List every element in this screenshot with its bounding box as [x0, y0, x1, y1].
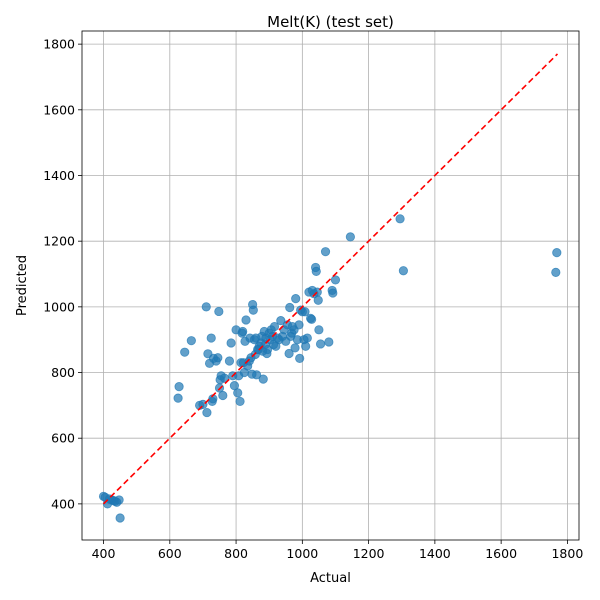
data-point	[262, 344, 273, 355]
grid-lines	[82, 31, 579, 540]
data-point	[252, 370, 262, 380]
data-point	[114, 495, 124, 505]
data-point	[294, 320, 304, 330]
x-tick-label: 600	[158, 546, 182, 561]
data-point	[395, 214, 405, 224]
reference-line	[102, 53, 559, 505]
data-point	[238, 326, 248, 337]
y-tick-label: 1000	[43, 299, 75, 314]
data-point	[345, 232, 355, 242]
data-point	[206, 333, 216, 343]
data-point	[290, 343, 300, 353]
x-tick-label: 400	[92, 546, 116, 561]
data-point	[269, 321, 280, 332]
data-point	[314, 325, 324, 335]
data-point	[213, 353, 223, 363]
identity-line	[102, 53, 559, 505]
y-tick-label: 1200	[43, 234, 75, 249]
data-point	[248, 305, 258, 315]
data-point	[218, 390, 228, 401]
data-point	[328, 288, 338, 298]
axis-ticks: 400 600 800 1000 1200 1400 1600 1800 400 600 800 10…	[43, 37, 583, 561]
data-point	[313, 295, 323, 305]
x-tick-label: 1200	[353, 546, 385, 561]
data-point	[552, 248, 562, 258]
data-point	[180, 347, 190, 357]
x-axis-label: Actual	[310, 571, 351, 586]
data-point	[398, 266, 408, 276]
data-point	[330, 275, 341, 285]
y-tick-label: 600	[51, 431, 75, 446]
data-point	[235, 396, 245, 407]
y-axis-label: Predicted	[15, 255, 30, 316]
data-point	[226, 338, 236, 348]
data-point	[241, 315, 251, 325]
y-tick-label: 1400	[43, 168, 75, 183]
data-point	[258, 374, 268, 384]
data-point	[202, 407, 212, 418]
data-point	[311, 266, 321, 276]
data-point	[276, 316, 286, 326]
plot-frame	[81, 30, 580, 541]
data-point	[284, 348, 294, 359]
y-tick-label: 1800	[43, 37, 75, 52]
data-point	[291, 294, 301, 304]
data-point	[115, 513, 125, 523]
data-point	[300, 307, 310, 317]
data-point	[302, 333, 312, 343]
data-point	[174, 382, 184, 392]
chart-title: Melt(K) (test set)	[267, 13, 394, 31]
x-tick-label: 1000	[286, 546, 318, 561]
data-point	[233, 388, 243, 398]
data-point	[324, 337, 334, 347]
x-tick-label: 1800	[551, 546, 583, 561]
data-point	[186, 336, 196, 346]
data-point	[307, 314, 317, 324]
x-tick-label: 1600	[485, 546, 517, 561]
data-point	[320, 247, 331, 257]
y-tick-label: 1600	[43, 102, 75, 117]
x-tick-label: 1400	[419, 546, 451, 561]
data-point	[219, 373, 230, 383]
data-point	[285, 302, 295, 313]
y-tick-label: 400	[51, 496, 75, 511]
data-point	[315, 339, 326, 349]
data-point	[214, 306, 224, 317]
data-point	[173, 393, 183, 403]
data-point	[295, 353, 305, 364]
data-point	[551, 267, 561, 277]
x-tick-label: 800	[224, 546, 248, 561]
data-point	[301, 341, 311, 351]
data-point	[201, 302, 211, 312]
y-tick-label: 800	[51, 365, 75, 380]
data-point	[224, 356, 235, 366]
